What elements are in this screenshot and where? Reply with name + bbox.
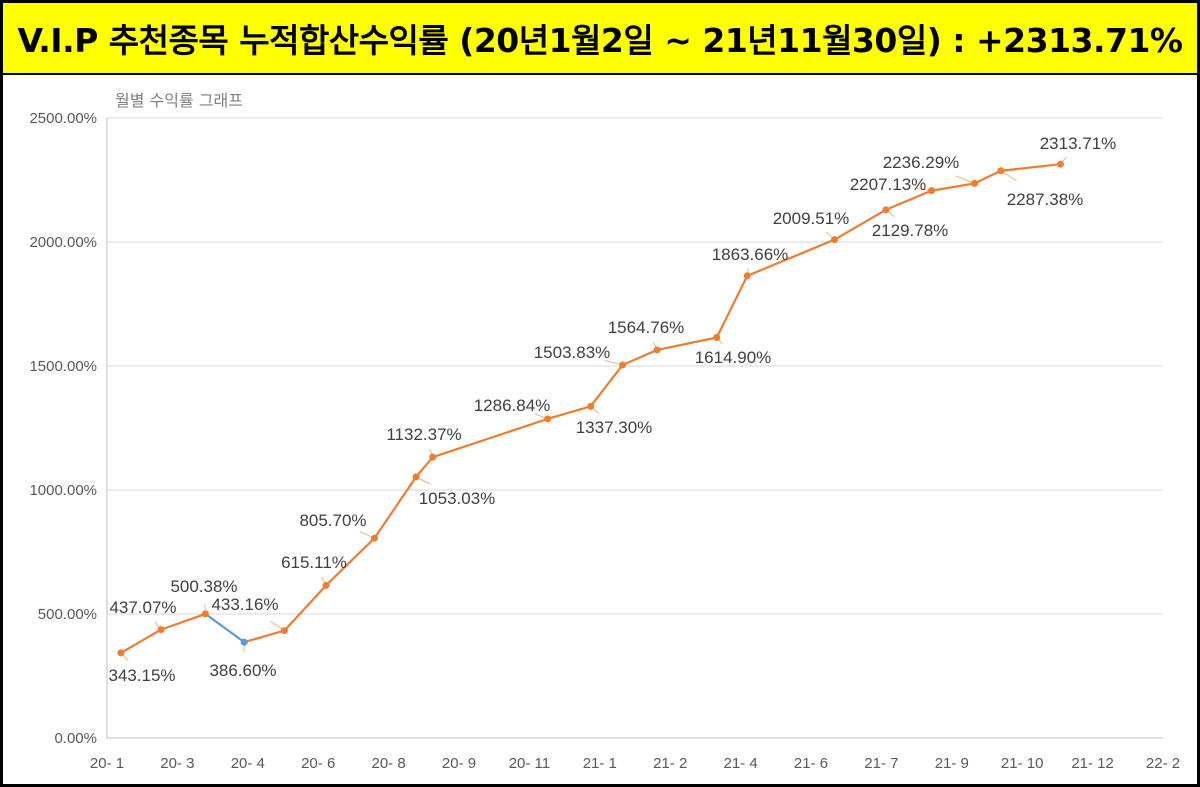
data-label: 2129.78% xyxy=(872,221,949,240)
series-segment xyxy=(931,182,975,192)
data-label: 1614.90% xyxy=(695,348,772,367)
series-segment xyxy=(415,456,434,478)
x-tick-label: 20- 6 xyxy=(301,755,335,772)
x-tick-label: 21- 4 xyxy=(723,755,757,772)
data-label: 2313.71% xyxy=(1040,134,1117,153)
title-bar: V.I.P 추천종목 누적합산수익률 (20년1월2일 ~ 21년11월30일)… xyxy=(3,3,1197,73)
series-segment xyxy=(283,584,327,632)
y-tick-label: 2000.00% xyxy=(29,234,97,251)
x-tick-label: 20- 3 xyxy=(160,755,194,772)
data-point xyxy=(280,627,288,635)
x-tick-label: 22- 2 xyxy=(1146,755,1180,772)
data-point xyxy=(997,167,1005,175)
x-tick-label: 21- 9 xyxy=(935,755,969,772)
data-label: 1286.84% xyxy=(474,396,551,415)
series-segment xyxy=(746,238,835,277)
data-label: 386.60% xyxy=(209,661,276,680)
y-tick-label: 2500.00% xyxy=(29,110,97,127)
data-point xyxy=(240,638,248,646)
series-segment xyxy=(656,336,717,352)
data-point xyxy=(831,236,839,244)
data-label: 1053.03% xyxy=(419,489,496,508)
chart-area: 월별 수익률 그래프 0.00% 500.00% 1000.00% 1500.00% 20… xyxy=(3,75,1197,784)
x-tick-label: 20- 1 xyxy=(90,755,124,772)
series-segment xyxy=(432,417,549,459)
series-segment xyxy=(1000,163,1061,172)
series-segment xyxy=(204,613,245,644)
series-segment xyxy=(160,612,206,631)
data-label: 1863.66% xyxy=(712,245,789,264)
x-tick-label: 20- 9 xyxy=(442,755,476,772)
series-segment xyxy=(589,364,624,408)
chart-title: 월별 수익률 그래프 xyxy=(115,91,243,110)
data-point xyxy=(743,272,751,280)
series-segment xyxy=(622,348,658,367)
data-point xyxy=(412,473,420,481)
data-label: 1564.76% xyxy=(608,318,685,337)
data-point xyxy=(971,179,979,187)
series-segment xyxy=(325,537,376,587)
data-label: 343.15% xyxy=(108,666,175,685)
y-tick-label: 0.00% xyxy=(54,730,97,747)
data-label: 1503.83% xyxy=(534,343,611,362)
data-point xyxy=(1056,160,1064,168)
data-point xyxy=(544,415,552,423)
data-point xyxy=(322,581,330,589)
data-label: 1337.30% xyxy=(576,418,653,437)
y-tick-label: 1500.00% xyxy=(29,358,97,375)
x-tick-label: 20- 8 xyxy=(371,755,405,772)
data-label: 2236.29% xyxy=(883,153,960,172)
page-title: V.I.P 추천종목 누적합산수익률 (20년1월2일 ~ 21년11월30일)… xyxy=(17,21,1183,60)
series-segment xyxy=(834,208,887,241)
series-segment xyxy=(120,628,162,654)
x-tick-label: 20- 4 xyxy=(231,755,265,772)
data-label: 2287.38% xyxy=(1007,190,1084,209)
data-point xyxy=(619,361,627,369)
y-tick-label: 1000.00% xyxy=(29,482,97,499)
x-tick-label: 21- 7 xyxy=(864,755,898,772)
data-point xyxy=(928,187,936,195)
series-segment xyxy=(547,405,591,420)
data-point xyxy=(157,626,165,634)
series-segment xyxy=(243,629,285,644)
data-label: 2009.51% xyxy=(773,209,850,228)
data-label: 615.11% xyxy=(281,553,347,572)
data-point xyxy=(201,610,209,618)
data-point xyxy=(653,346,661,354)
x-tick-label: 21- 6 xyxy=(794,755,828,772)
data-point xyxy=(429,453,437,461)
data-point xyxy=(370,534,378,542)
x-tick-label: 21- 1 xyxy=(583,755,617,772)
data-point xyxy=(117,649,125,657)
data-point xyxy=(882,206,890,214)
y-tick-label: 500.00% xyxy=(38,606,97,623)
series-segment xyxy=(885,189,932,211)
series-segment xyxy=(715,275,749,338)
series-segment xyxy=(373,476,417,539)
data-label: 1132.37% xyxy=(386,425,461,444)
data-label: 433.16% xyxy=(211,595,278,614)
series-segment xyxy=(974,169,1002,185)
data-label: 437.07% xyxy=(109,598,176,617)
data-label: 805.70% xyxy=(299,511,366,530)
data-label: 2207.13% xyxy=(850,175,927,194)
line-chart: 월별 수익률 그래프 0.00% 500.00% 1000.00% 1500.00% 20… xyxy=(29,91,1180,772)
data-point xyxy=(587,402,595,410)
x-tick-label: 20- 11 xyxy=(509,755,550,772)
data-point xyxy=(713,334,721,342)
data-label: 500.38% xyxy=(170,577,237,596)
x-tick-label: 21- 10 xyxy=(1001,755,1044,772)
x-tick-label: 21- 12 xyxy=(1071,755,1114,772)
x-tick-label: 21- 2 xyxy=(653,755,687,772)
